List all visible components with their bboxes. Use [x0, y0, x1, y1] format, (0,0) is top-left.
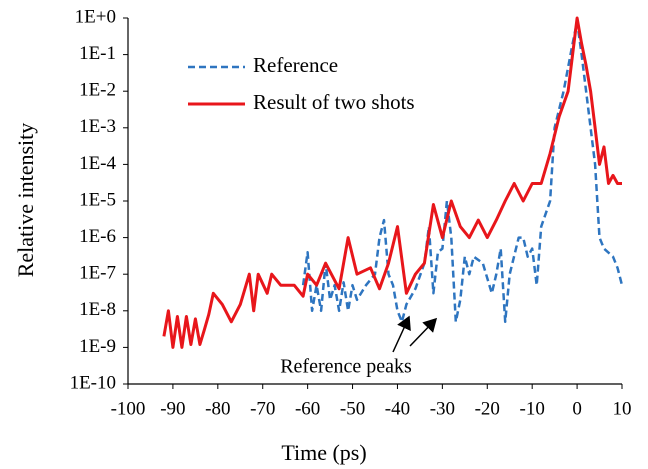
y-tick-label: 1E-5 — [79, 189, 116, 210]
series-line — [301, 20, 624, 324]
y-tick-label: 1E-10 — [70, 372, 116, 393]
y-tick-label: 1E-2 — [79, 80, 116, 101]
legend-label: Reference — [253, 53, 338, 77]
annotation-arrow — [409, 317, 438, 347]
x-tick-label: -80 — [205, 398, 230, 419]
x-tick-label: -90 — [160, 398, 185, 419]
y-tick-label: 1E-7 — [79, 263, 116, 284]
x-tick-label: -100 — [111, 398, 146, 419]
y-tick-label: 1E-3 — [79, 116, 116, 137]
x-tick-label: -40 — [385, 398, 410, 419]
x-axis-label: Time (ps) — [281, 440, 366, 465]
annotation: Reference peaks — [280, 356, 412, 378]
series-line — [162, 16, 622, 349]
annotation-arrow — [392, 315, 411, 353]
y-tick-label: 1E-9 — [79, 336, 116, 357]
legend-label: Result of two shots — [253, 90, 415, 114]
y-axis-label: Relative intensity — [13, 123, 38, 278]
x-tick-label: -50 — [340, 398, 365, 419]
y-tick-label: 1E-1 — [79, 43, 116, 64]
x-tick-label: 10 — [613, 398, 632, 419]
y-tick-label: 1E-6 — [79, 226, 116, 247]
y-tick-label: 1E-8 — [79, 299, 116, 320]
y-tick-label: 1E-4 — [79, 153, 116, 174]
legend: Reference Result of two shots — [188, 53, 415, 114]
x-tick-label: 0 — [572, 398, 582, 419]
x-tick-label: -30 — [430, 398, 455, 419]
x-tick-label: -10 — [520, 398, 545, 419]
x-tick-label: -20 — [475, 398, 500, 419]
x-tick-label: -70 — [250, 398, 275, 419]
y-tick-label: 1E+0 — [75, 6, 116, 27]
x-tick-label: -60 — [295, 398, 320, 419]
